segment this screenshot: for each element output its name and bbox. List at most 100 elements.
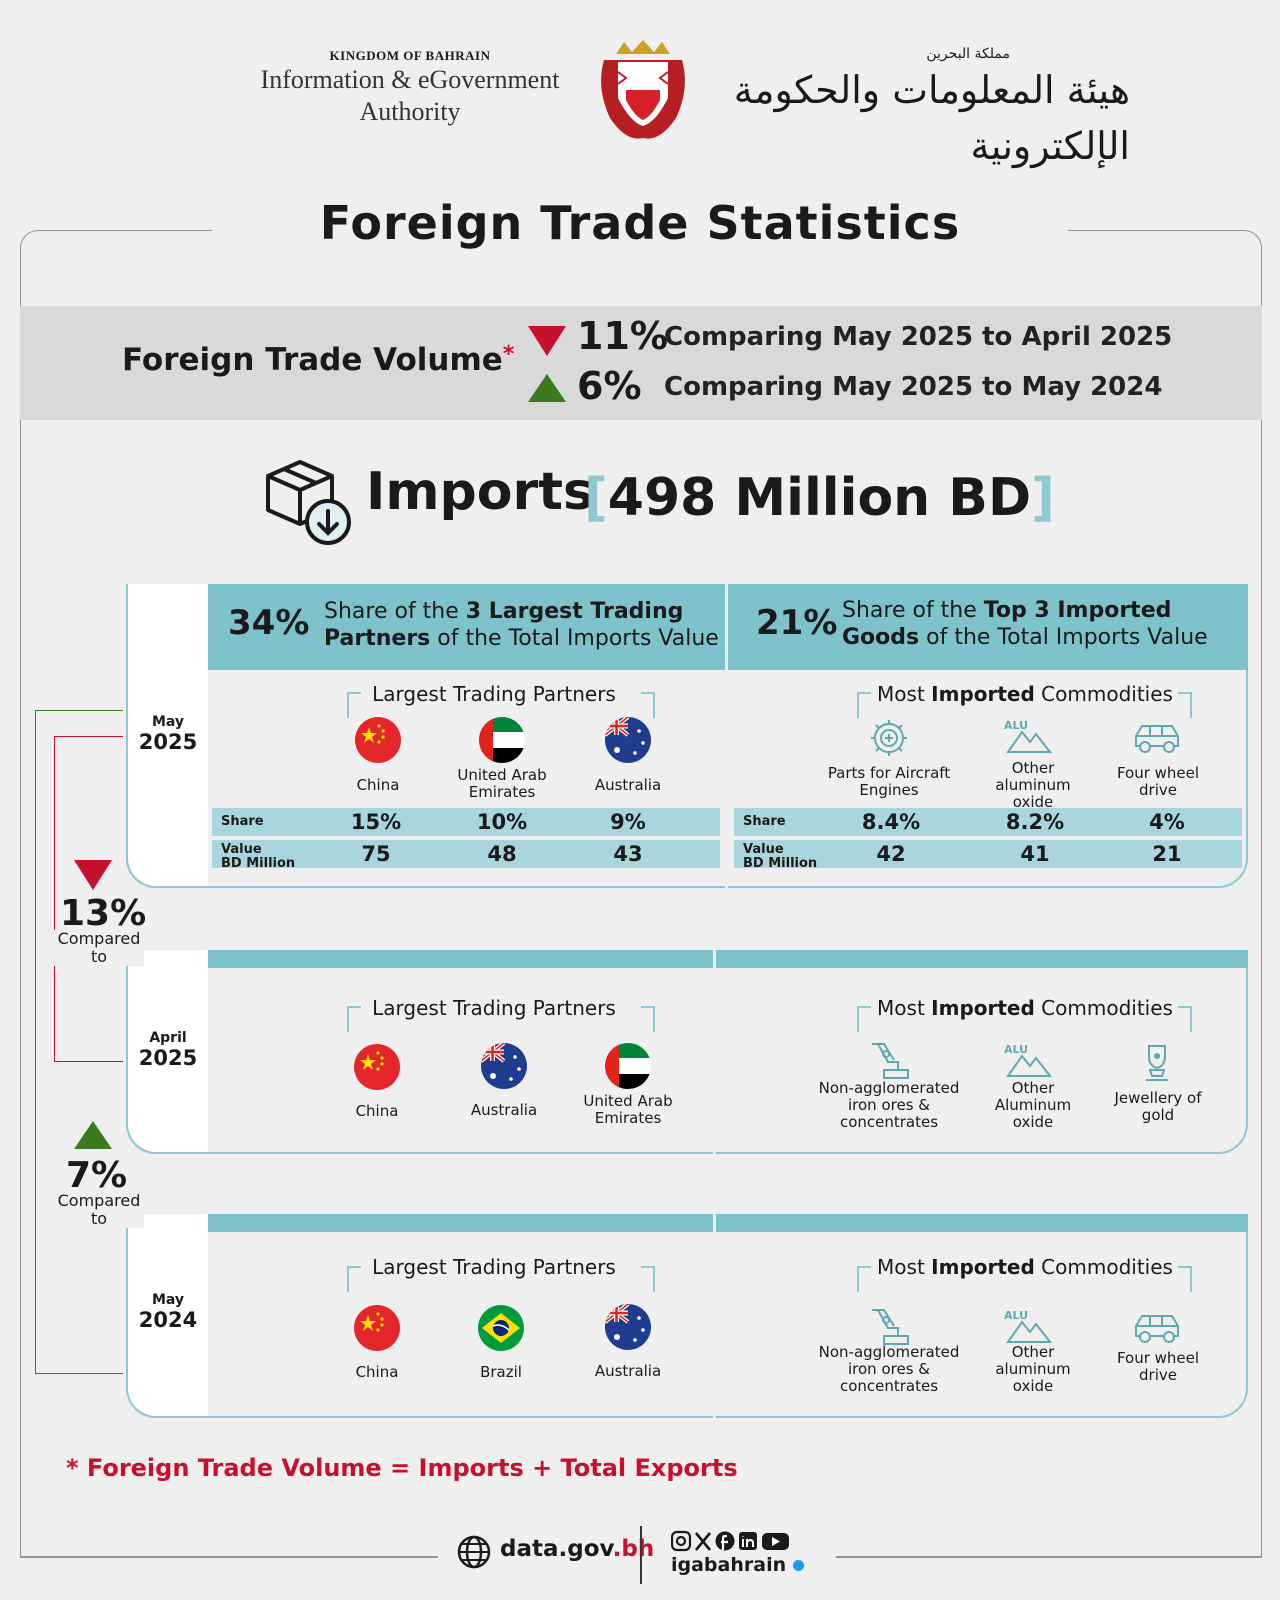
partner-share: 9% xyxy=(610,810,646,834)
may-2024-date-tab: May 2024 xyxy=(126,1214,208,1418)
commodity-value: 21 xyxy=(1152,842,1182,866)
volume-change-1-text: Comparing May 2025 to April 2025 xyxy=(664,322,1173,352)
social-handle[interactable]: igabahrain xyxy=(671,1554,804,1576)
australia-flag xyxy=(481,1043,527,1089)
commodity-value: 42 xyxy=(876,842,906,866)
partner-name: China xyxy=(355,1102,399,1120)
commodity-value: 41 xyxy=(1020,842,1050,866)
authority-line-1: Information & eGovernment xyxy=(260,65,560,94)
partners-title: Largest Trading Partners xyxy=(372,996,616,1020)
page-title: Foreign Trade Statistics xyxy=(319,196,961,250)
facebook-icon xyxy=(715,1531,735,1551)
date-month: May xyxy=(151,1292,185,1308)
authority-name-en: KINGDOM OF BAHRAIN Information & eGovern… xyxy=(230,48,590,128)
down-arrow-icon xyxy=(74,860,112,890)
china-flag xyxy=(355,717,401,763)
commodity-name: Parts for Aircraft Engines xyxy=(827,764,951,799)
up-arrow-icon xyxy=(528,374,566,402)
partner-value: 43 xyxy=(613,842,643,866)
volume-change-2-value: 6% xyxy=(577,364,642,408)
value-row xyxy=(212,840,720,868)
commodity-share: 4% xyxy=(1149,810,1185,834)
partner-name: China xyxy=(356,776,400,794)
bahrain-emblem-logo xyxy=(601,40,685,139)
aluminum-icon: ALU xyxy=(1004,719,1053,753)
trade-volume-band xyxy=(20,306,1262,420)
down-arrow-icon xyxy=(528,326,566,356)
ar-authority-label: هيئة المعلومات والحكومة الإلكترونية xyxy=(733,68,1131,168)
comparison-1-text: Compared to xyxy=(54,930,144,966)
volume-change-2-text: Comparing May 2025 to May 2024 xyxy=(664,372,1163,402)
volume-change-1-value: 11% xyxy=(577,314,668,358)
authority-name-ar: مملكة البحرين هيئة المعلومات والحكومة ال… xyxy=(700,46,1131,174)
uae-flag xyxy=(605,1043,651,1089)
verified-icon xyxy=(792,1560,804,1571)
partner-name: Australia xyxy=(594,1362,662,1380)
partner-name: Brazil xyxy=(480,1363,522,1381)
svg-text:ALU: ALU xyxy=(1004,719,1028,732)
partner-name: Australia xyxy=(470,1101,538,1119)
comparison-line-red xyxy=(54,736,123,1062)
up-arrow-icon xyxy=(74,1121,112,1149)
engine-part-icon xyxy=(871,720,907,756)
date-month: May xyxy=(151,714,185,730)
commodities-title: Most Imported Commodities xyxy=(877,682,1173,706)
ar-kingdom-label: مملكة البحرين xyxy=(926,46,1010,62)
partners-title: Largest Trading Partners xyxy=(372,1255,616,1279)
date-year: 2025 xyxy=(138,1046,198,1070)
comparison-2-value: 7% xyxy=(66,1155,128,1196)
china-flag xyxy=(354,1044,400,1090)
comparison-1-value: 13% xyxy=(60,893,147,934)
comparison-2-text: Compared to xyxy=(54,1192,144,1228)
value-unit-label: BD Million xyxy=(221,856,296,871)
social-icons[interactable] xyxy=(671,1530,791,1552)
suv-icon xyxy=(1135,725,1179,753)
mining-icon xyxy=(872,1043,909,1079)
website-link[interactable]: data.gov.bh xyxy=(500,1536,655,1562)
jewellery-icon xyxy=(1146,1045,1168,1081)
date-year: 2024 xyxy=(138,1308,198,1332)
authority-line-2: Authority xyxy=(359,97,461,126)
commodity-name: Other Aluminum oxide xyxy=(994,1079,1072,1131)
uae-flag xyxy=(479,717,525,763)
goods-share-value: 21% xyxy=(756,603,838,643)
mining-icon xyxy=(872,1309,909,1345)
kingdom-label: KINGDOM OF BAHRAIN xyxy=(329,48,491,63)
share-label: Share xyxy=(221,814,264,829)
value-label: Value xyxy=(743,842,784,857)
australia-flag xyxy=(605,1304,651,1350)
instagram-icon xyxy=(671,1530,692,1552)
commodity-name: Non-agglomerated iron ores & concentrate… xyxy=(818,1343,960,1395)
value-unit-label: BD Million xyxy=(743,856,818,871)
suv-icon xyxy=(1135,1315,1179,1343)
svg-text:ALU: ALU xyxy=(1004,1043,1028,1056)
value-row xyxy=(734,840,1242,868)
linkedin-icon xyxy=(739,1532,757,1550)
partner-share: 10% xyxy=(476,810,528,834)
commodity-name: Other aluminum oxide xyxy=(995,759,1071,811)
brazil-flag xyxy=(478,1305,524,1351)
youtube-icon xyxy=(762,1533,789,1550)
date-year: 2025 xyxy=(138,730,198,754)
footnote: * Foreign Trade Volume = Imports + Total… xyxy=(66,1454,738,1482)
commodity-name: Other aluminum oxide xyxy=(995,1343,1071,1395)
partners-share-value: 34% xyxy=(228,603,310,643)
partners-title: Largest Trading Partners xyxy=(372,682,616,706)
may-2025-date-tab: May 2025 xyxy=(126,584,208,888)
date-month: April xyxy=(149,1030,187,1046)
partner-name: China xyxy=(355,1363,399,1381)
commodities-title: Most Imported Commodities xyxy=(877,1255,1173,1279)
aluminum-icon: ALU xyxy=(1004,1043,1053,1077)
australia-flag xyxy=(605,717,651,763)
imports-value: [498 Million BD] xyxy=(584,468,1055,528)
box-download-icon xyxy=(266,460,351,545)
commodities-title: Most Imported Commodities xyxy=(877,996,1173,1020)
commodity-name: Four wheel drive xyxy=(1116,764,1200,799)
imports-label: Imports xyxy=(366,462,594,522)
commodity-name: Four wheel drive xyxy=(1116,1349,1200,1384)
share-label: Share xyxy=(743,814,786,829)
partner-name: United Arab Emirates xyxy=(457,766,547,801)
partner-name: United Arab Emirates xyxy=(583,1092,673,1127)
partners-share-text: Share of the 3 Largest Trading Partners … xyxy=(324,599,719,651)
china-flag xyxy=(354,1305,400,1351)
